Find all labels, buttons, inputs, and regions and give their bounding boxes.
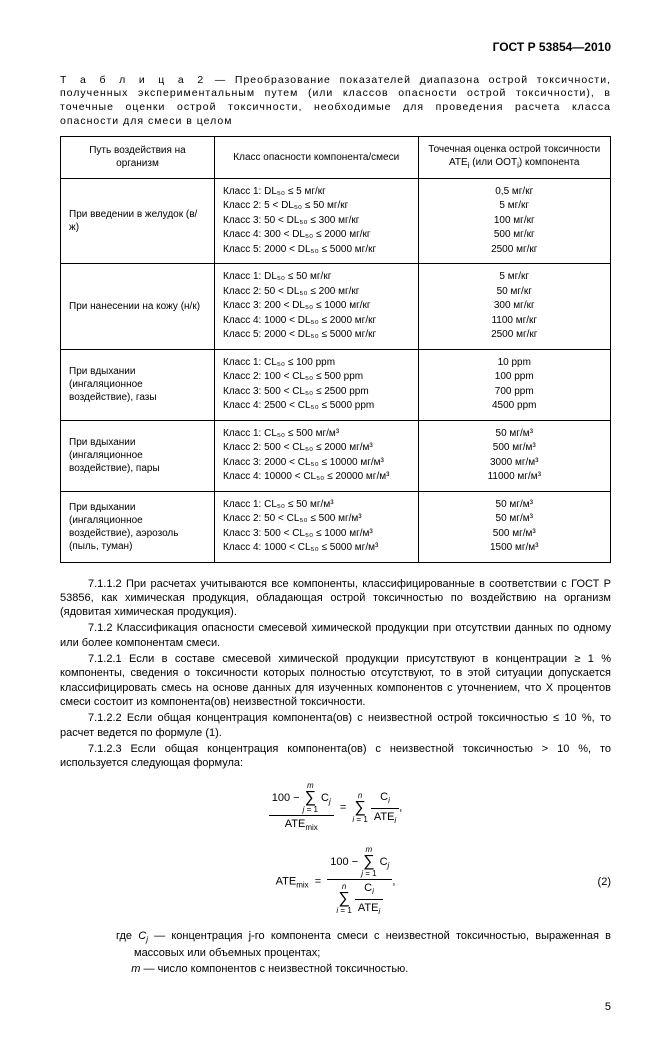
table-row: При введении в желудок (в/ж)Класс 1: DL₅… bbox=[61, 178, 611, 264]
where-var-c: C bbox=[138, 930, 146, 942]
para-7122: 7.1.2.2 Если общая концентрация компонен… bbox=[60, 711, 611, 740]
table-row: При нанесении на кожу (н/к)Класс 1: DL₅₀… bbox=[61, 264, 611, 350]
table-row: При вдыхании (ингаляционное воздействие)… bbox=[61, 349, 611, 420]
table-row: При вдыхании (ингаляционное воздействие)… bbox=[61, 491, 611, 562]
cell-class: Класс 1: DL₅₀ ≤ 50 мг/кгКласс 2: 50 < DL… bbox=[215, 264, 419, 350]
cell-route: При нанесении на кожу (н/к) bbox=[61, 264, 215, 350]
cell-route: При вдыхании (ингаляционное воздействие)… bbox=[61, 491, 215, 562]
cell-route: При вдыхании (ингаляционное воздействие)… bbox=[61, 349, 215, 420]
para-7121: 7.1.2.1 Если в составе смесевой химическ… bbox=[60, 652, 611, 709]
where-var-m: m bbox=[131, 963, 140, 975]
where-m-text: — число компонентов с неизвестной токсич… bbox=[140, 963, 408, 975]
where-m: m — число компонентов с неизвестной токс… bbox=[88, 962, 611, 976]
where-cj-text: — концентрация j-го компонента смеси с н… bbox=[134, 930, 611, 959]
cell-ate: 50 мг/м³500 мг/м³3000 мг/м³11000 мг/м³ bbox=[418, 420, 611, 491]
cell-route: При вдыхании (ингаляционное воздействие)… bbox=[61, 420, 215, 491]
toxicity-table: Путь воздействия на организм Класс опасн… bbox=[60, 136, 611, 562]
th-ate: Точечная оценка острой токсичности ATEi … bbox=[418, 137, 611, 178]
where-cj: где Cj — концентрация j-го компонента см… bbox=[88, 929, 611, 960]
cell-route: При введении в желудок (в/ж) bbox=[61, 178, 215, 264]
cell-ate: 5 мг/кг50 мг/кг300 мг/кг1100 мг/кг2500 м… bbox=[418, 264, 611, 350]
cell-class: Класс 1: CL₅₀ ≤ 100 ppmКласс 2: 100 < CL… bbox=[215, 349, 419, 420]
cell-class: Класс 1: CL₅₀ ≤ 50 мг/м³Класс 2: 50 < CL… bbox=[215, 491, 419, 562]
formula-2a: 100 − m∑j = 1 Cj ATEmix = n∑i = 1 Ci ATE… bbox=[60, 782, 611, 834]
th-ate-l3: (или ООТ bbox=[470, 157, 518, 168]
th-route: Путь воздействия на организм bbox=[61, 137, 215, 178]
para-7112: 7.1.1.2 При расчетах учитываются все ком… bbox=[60, 577, 611, 620]
table-caption: Т а б л и ц а 2 — Преобразование показат… bbox=[60, 74, 611, 129]
where-pre: где bbox=[116, 930, 138, 942]
th-ate-l4: ) компонента bbox=[519, 157, 580, 168]
para-712: 7.1.2 Классификация опасности смесевой х… bbox=[60, 621, 611, 650]
th-ate-l1: Точечная оценка острой токсичности bbox=[428, 144, 600, 155]
cell-ate: 50 мг/м³50 мг/м³500 мг/м³1500 мг/м³ bbox=[418, 491, 611, 562]
cell-ate: 10 ppm100 ppm700 ppm4500 ppm bbox=[418, 349, 611, 420]
table-label: Т а б л и ц а 2 bbox=[60, 74, 206, 86]
table-header-row: Путь воздействия на организм Класс опасн… bbox=[61, 137, 611, 178]
para-7123: 7.1.2.3 Если общая концентрация компонен… bbox=[60, 742, 611, 771]
table-row: При вдыхании (ингаляционное воздействие)… bbox=[61, 420, 611, 491]
page-number: 5 bbox=[60, 1000, 611, 1014]
doc-id: ГОСТ Р 53854—2010 bbox=[60, 40, 611, 56]
th-class: Класс опасности компонента/смеси bbox=[215, 137, 419, 178]
cell-ate: 0,5 мг/кг5 мг/кг100 мг/кг500 мг/кг2500 м… bbox=[418, 178, 611, 264]
cell-class: Класс 1: CL₅₀ ≤ 500 мг/м³Класс 2: 500 < … bbox=[215, 420, 419, 491]
equation-number: (2) bbox=[598, 874, 611, 888]
formula-2b: ATEmix = 100 − m∑j = 1 Cj n∑i = 1 CiATEi… bbox=[60, 846, 611, 917]
cell-class: Класс 1: DL₅₀ ≤ 5 мг/кгКласс 2: 5 < DL₅₀… bbox=[215, 178, 419, 264]
th-ate-l2: ATE bbox=[449, 157, 468, 168]
